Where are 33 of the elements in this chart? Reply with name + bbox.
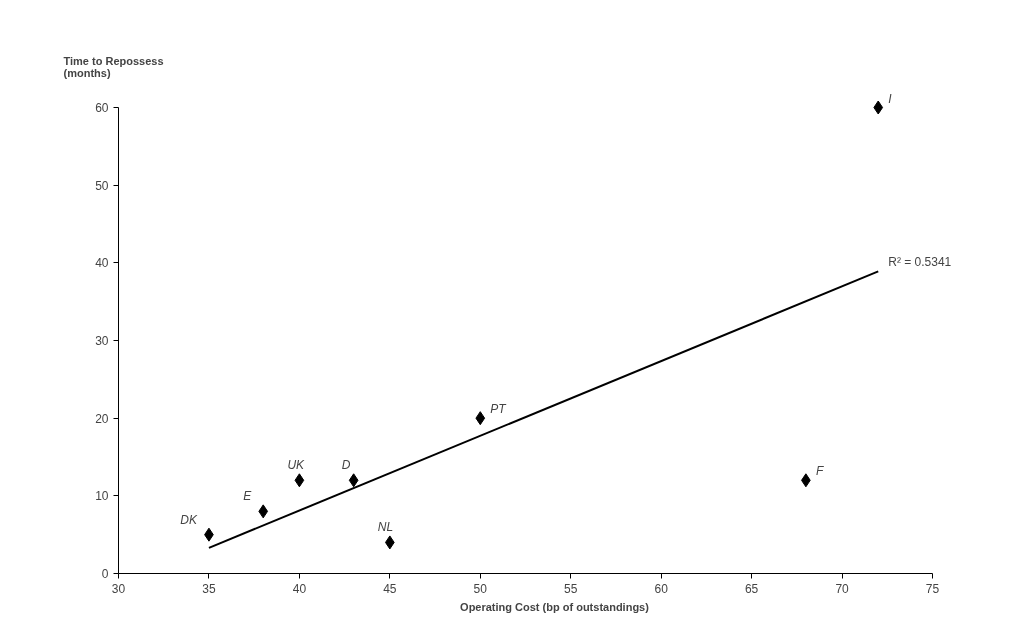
annotation: PT bbox=[490, 402, 508, 417]
point bbox=[294, 473, 305, 488]
y-tick-label: 60 bbox=[95, 101, 109, 115]
x-tick-label: 40 bbox=[292, 581, 307, 596]
x-tick-label: 30 bbox=[111, 581, 126, 596]
x-tick-label: 50 bbox=[473, 581, 488, 596]
x-tick-label: 60 bbox=[654, 581, 669, 596]
x-tick-label: 75 bbox=[925, 581, 940, 596]
y-tick-label: 20 bbox=[95, 411, 109, 426]
point bbox=[873, 100, 884, 115]
annotation: D bbox=[341, 458, 351, 473]
point bbox=[348, 473, 359, 488]
x-tick-label: 45 bbox=[383, 581, 397, 596]
y-tick-label: 30 bbox=[95, 334, 109, 348]
x-tick-label: 70 bbox=[835, 581, 850, 596]
y-tick-label: 50 bbox=[95, 178, 109, 193]
point bbox=[258, 504, 269, 519]
annotation: R² = 0.5341 bbox=[888, 255, 952, 270]
annotation: DK bbox=[180, 512, 198, 527]
point bbox=[475, 411, 486, 426]
annotation: NL bbox=[377, 520, 394, 535]
y-tick-label: 0 bbox=[101, 567, 109, 581]
y-tick-label: 40 bbox=[95, 256, 109, 271]
annotation: I bbox=[888, 91, 893, 106]
y-tick-label: 10 bbox=[95, 489, 109, 504]
x-axis-title: Operating Cost (bp of outstandings) bbox=[460, 600, 650, 613]
annotation: UK bbox=[287, 458, 306, 473]
x-tick-label: 55 bbox=[564, 581, 578, 596]
annotation: F bbox=[815, 464, 824, 479]
x-tick-label: 35 bbox=[202, 581, 216, 596]
x-tick-label: 65 bbox=[744, 581, 759, 596]
y-axis-title: Time to Repossess (months) bbox=[63, 54, 164, 79]
annotation: E bbox=[243, 489, 253, 504]
